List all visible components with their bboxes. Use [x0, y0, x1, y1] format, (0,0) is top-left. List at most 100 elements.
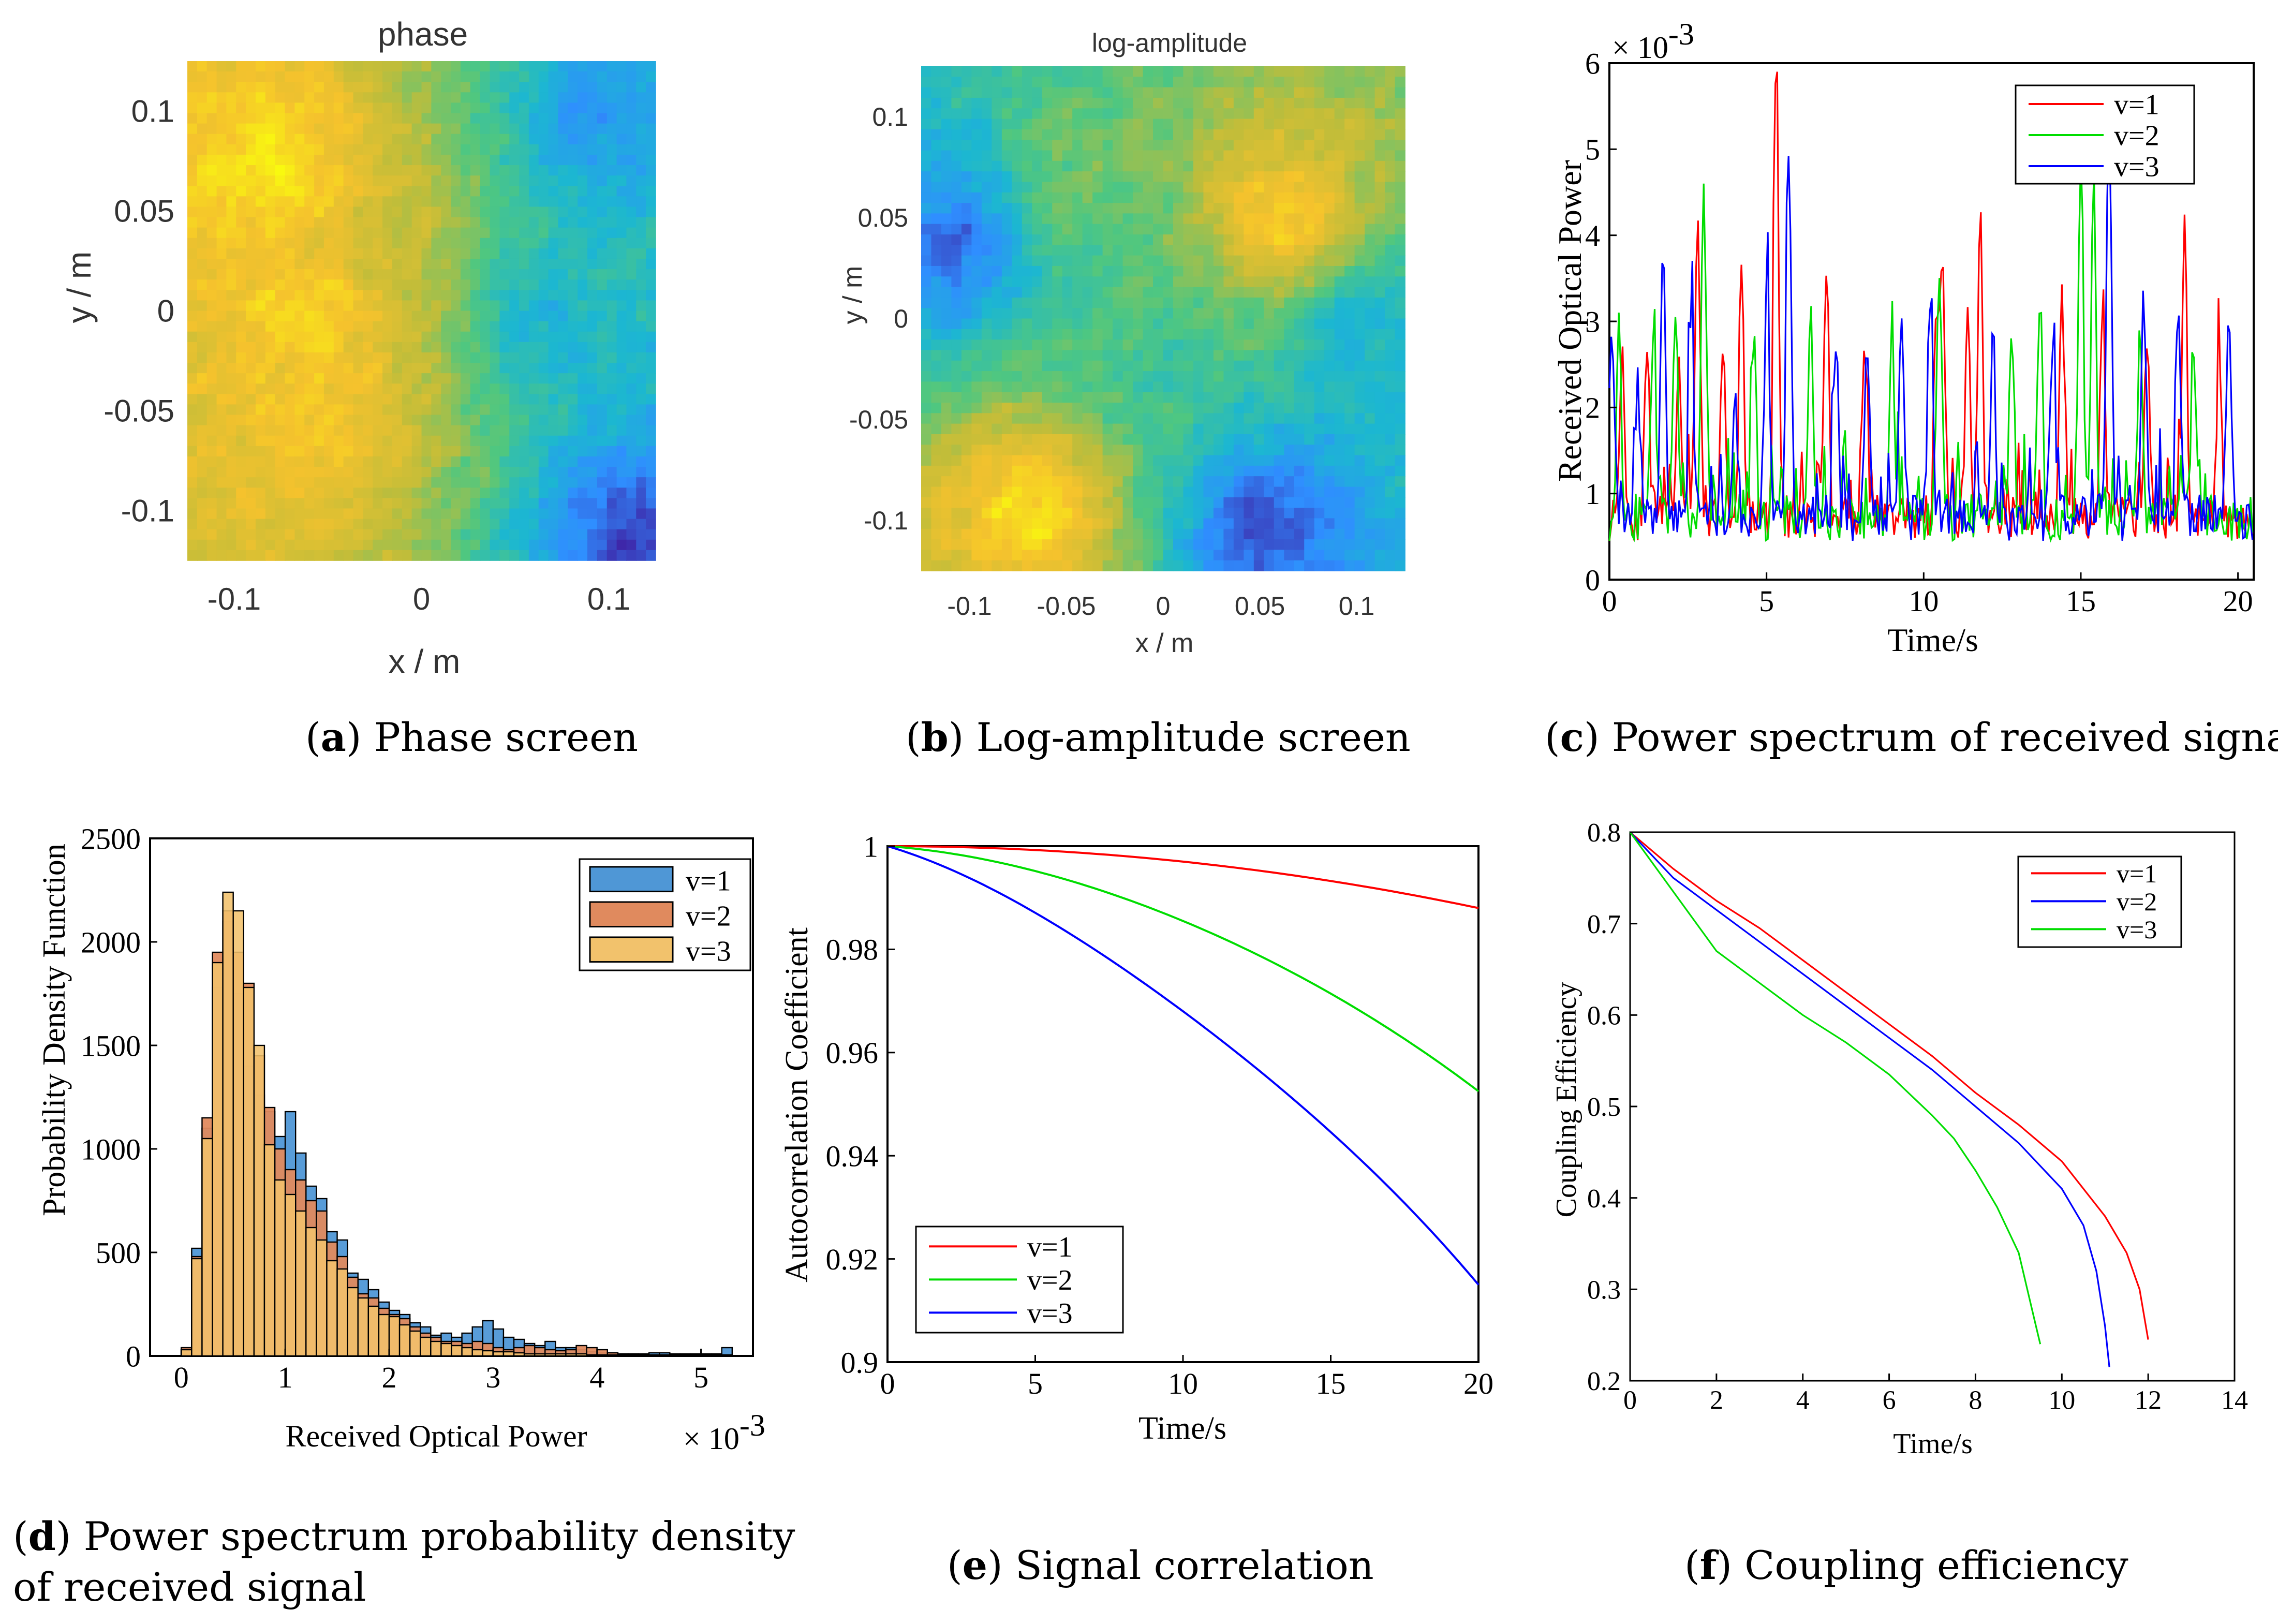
heatmap-cell	[411, 331, 422, 343]
heatmap-cell	[607, 508, 617, 520]
x-tick-label: 4	[589, 1361, 604, 1394]
heatmap-cell	[392, 102, 403, 114]
heatmap-cell	[441, 539, 451, 551]
heatmap-cell	[294, 550, 305, 561]
heatmap-cell	[1253, 276, 1265, 288]
heatmap-cell	[1072, 77, 1083, 88]
heatmap-cell	[333, 539, 344, 551]
heatmap-cell	[616, 175, 627, 187]
heatmap-cell	[1244, 265, 1254, 277]
heatmap-cell	[1102, 255, 1113, 267]
heatmap-cell	[275, 415, 286, 426]
heatmap-cell	[981, 150, 993, 161]
heatmap-cell	[363, 488, 374, 499]
heatmap-cell	[1072, 297, 1083, 308]
heatmap-cell	[1012, 423, 1023, 435]
heatmap-cell	[480, 456, 491, 467]
heatmap-cell	[1274, 528, 1285, 540]
heatmap-cell	[519, 488, 529, 499]
heatmap-cell	[1374, 87, 1385, 98]
y-axis-label: Autocorrelation Coefficient	[779, 927, 815, 1282]
heatmap-cell	[246, 425, 256, 436]
heatmap-cell	[548, 134, 559, 145]
heatmap-cell	[921, 129, 932, 140]
heatmap-cell	[1113, 160, 1123, 172]
heatmap-cell	[931, 97, 942, 109]
heatmap-cell	[451, 456, 461, 467]
heatmap-cell	[1284, 255, 1295, 267]
heatmap-cell	[373, 477, 383, 489]
heatmap-cell	[646, 290, 656, 301]
heatmap-cell	[1274, 297, 1285, 308]
heatmap-cell	[558, 290, 569, 301]
heatmap-cell	[1052, 371, 1063, 382]
heatmap-cell	[1385, 160, 1396, 172]
heatmap-cell	[1042, 150, 1053, 161]
heatmap-cell	[1294, 403, 1305, 414]
heatmap-cell	[951, 360, 962, 372]
heatmap-cell	[1032, 224, 1043, 235]
heatmap-cell	[568, 227, 578, 239]
heatmap-cell	[1365, 350, 1375, 361]
heatmap-cell	[499, 446, 510, 457]
heatmap-cell	[1062, 392, 1073, 403]
y-tick-label: 0.5	[1587, 1092, 1621, 1122]
heatmap-cell	[636, 134, 646, 145]
heatmap-cell	[568, 269, 578, 280]
histogram-bar-v=3	[690, 1354, 702, 1357]
heatmap-cell	[1374, 203, 1385, 214]
heatmap-cell	[1284, 476, 1295, 488]
heatmap-cell	[1062, 550, 1073, 561]
heatmap-cell	[1244, 423, 1254, 435]
heatmap-cell	[941, 203, 952, 214]
heatmap-cell	[1365, 192, 1375, 203]
heatmap-cell	[1264, 539, 1275, 551]
heatmap-cell	[1193, 339, 1204, 351]
heatmap-cell	[1052, 77, 1063, 88]
heatmap-cell	[236, 498, 246, 509]
heatmap-cell	[951, 87, 962, 98]
heatmap-cell	[1344, 371, 1355, 382]
heatmap-cell	[528, 311, 539, 322]
heatmap-cell	[206, 217, 217, 228]
heatmap-cell	[373, 92, 383, 104]
heatmap-cell	[636, 102, 646, 114]
heatmap-cell	[1244, 224, 1254, 235]
heatmap-cell	[1062, 413, 1073, 424]
heatmap-cell	[1072, 119, 1083, 130]
heatmap-cell	[1324, 528, 1335, 540]
heatmap-cell	[1244, 539, 1254, 551]
x-tick-label: 20	[1463, 1367, 1493, 1400]
heatmap-cell	[1354, 245, 1365, 256]
heatmap-cell	[1113, 287, 1123, 298]
heatmap-cell	[1133, 423, 1144, 435]
heatmap-cell	[1223, 381, 1234, 393]
heatmap-cell	[509, 435, 520, 447]
heatmap-cell	[941, 381, 952, 393]
heatmap-cell	[490, 394, 500, 405]
heatmap-cell	[1143, 87, 1153, 98]
heatmap-cell	[1354, 508, 1365, 519]
heatmap-cell	[548, 300, 559, 312]
heatmap-cell	[538, 217, 549, 228]
heatmap-cell	[981, 297, 993, 308]
heatmap-cell	[363, 331, 374, 343]
heatmap-cell	[1062, 465, 1073, 477]
heatmap-cell	[1032, 245, 1043, 256]
heatmap-cell	[285, 456, 295, 467]
x-tick-label: 5	[1759, 584, 1774, 618]
heatmap-cell	[275, 529, 286, 540]
heatmap-cell	[460, 175, 471, 187]
heatmap-cell	[1395, 182, 1406, 193]
heatmap-cell	[1324, 476, 1335, 488]
heatmap-cell	[646, 248, 656, 259]
heatmap-cell	[578, 321, 588, 332]
heatmap-cell	[1374, 97, 1385, 109]
heatmap-cell	[921, 539, 932, 551]
heatmap-cell	[1324, 308, 1335, 319]
histogram-bar-v=3	[575, 1353, 587, 1357]
heatmap-cell	[1274, 508, 1285, 519]
heatmap-cell	[558, 279, 569, 291]
heatmap-cell	[1163, 276, 1174, 288]
heatmap-cell	[1213, 171, 1224, 183]
